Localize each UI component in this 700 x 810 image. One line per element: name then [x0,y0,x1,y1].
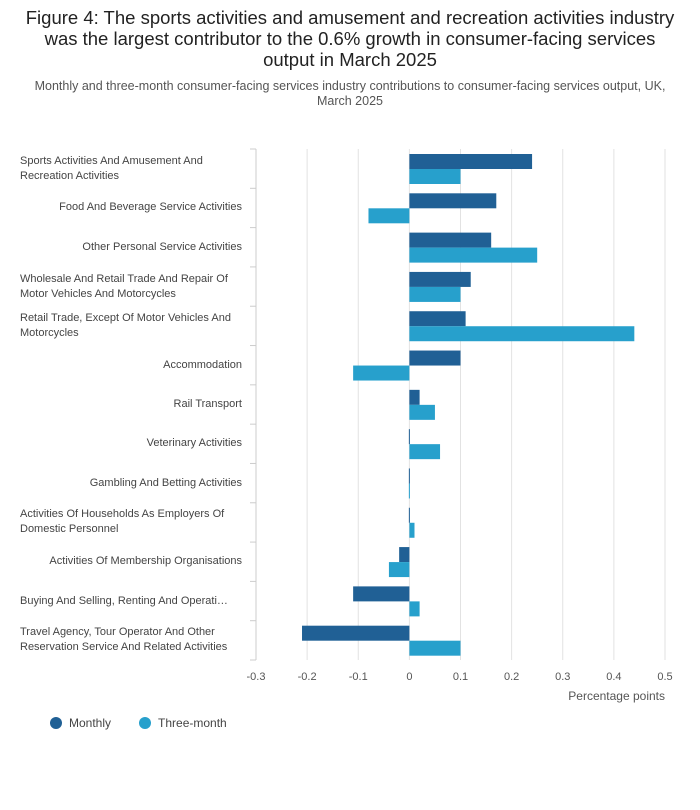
chart-subtitle: Monthly and three-month consumer-facing … [34,79,666,108]
bar-monthly [409,154,533,169]
x-tick-label: 0.4 [606,671,621,683]
bar-monthly [409,193,497,209]
x-tick-label: -0.1 [349,671,368,683]
y-category-label: Activities Of Membership Organisations [49,555,242,568]
y-category-label: Food And Beverage Service Activities [59,201,242,214]
bar-three-month [408,483,410,499]
y-category-label: Sports Activities And Amusement And Recr… [20,154,203,182]
y-category-label: Other Personal Service Activities [82,240,242,253]
bar-three-month [409,522,415,538]
bar-monthly [408,468,410,484]
bar-three-month [409,601,420,617]
legend: Monthly Three-month [50,716,255,730]
y-category-label: Buying And Selling, Renting And Operati… [20,594,228,607]
bar-three-month [409,169,461,184]
y-category-label: Rail Transport [173,397,242,410]
y-category-label: Veterinary Activities [146,437,242,450]
bar-monthly [408,429,410,445]
legend-swatch-monthly [50,717,62,729]
bar-monthly [399,547,410,563]
bar-three-month [409,444,441,460]
bar-monthly [409,232,492,248]
bar-monthly [409,350,461,366]
y-category-label: Wholesale And Retail Trade And Repair Of… [20,272,228,300]
x-tick-label: 0.5 [657,671,672,683]
bar-monthly [409,311,466,327]
x-tick-label: 0 [406,671,412,683]
bar-three-month [409,640,461,656]
x-tick-label: 0.3 [555,671,570,683]
bar-three-month [409,247,538,263]
bar-three-month [388,562,410,578]
x-tick-label: 0.1 [453,671,468,683]
legend-item-three-month[interactable]: Three-month [139,716,227,730]
bar-three-month [368,208,410,224]
x-axis-label: Percentage points [568,689,665,703]
legend-label-monthly: Monthly [69,716,112,730]
x-tick-label: 0.2 [504,671,519,683]
bar-monthly [409,389,420,405]
legend-item-monthly[interactable]: Monthly [50,716,111,730]
bar-monthly [408,507,410,523]
y-category-label: Accommodation [163,358,242,371]
bar-monthly [302,625,410,641]
y-category-label: Gambling And Betting Activities [89,476,242,489]
y-category-label: Travel Agency, Tour Operator And Other R… [20,626,228,654]
bar-three-month [409,286,461,302]
y-category-label: Retail Trade, Except Of Motor Vehicles A… [20,311,231,339]
x-tick-label: -0.3 [247,671,266,683]
bar-three-month [409,404,435,420]
y-category-label: Activities Of Households As Employers Of… [20,508,225,536]
bar-monthly [409,271,471,287]
bar-three-month [353,365,410,381]
bar-three-month [409,326,635,342]
chart-title: Figure 4: The sports activities and amus… [25,7,675,70]
bar-monthly [353,586,410,602]
x-tick-label: -0.2 [298,671,317,683]
legend-swatch-three-month [139,717,152,729]
legend-label-three-month: Three-month [158,716,227,730]
